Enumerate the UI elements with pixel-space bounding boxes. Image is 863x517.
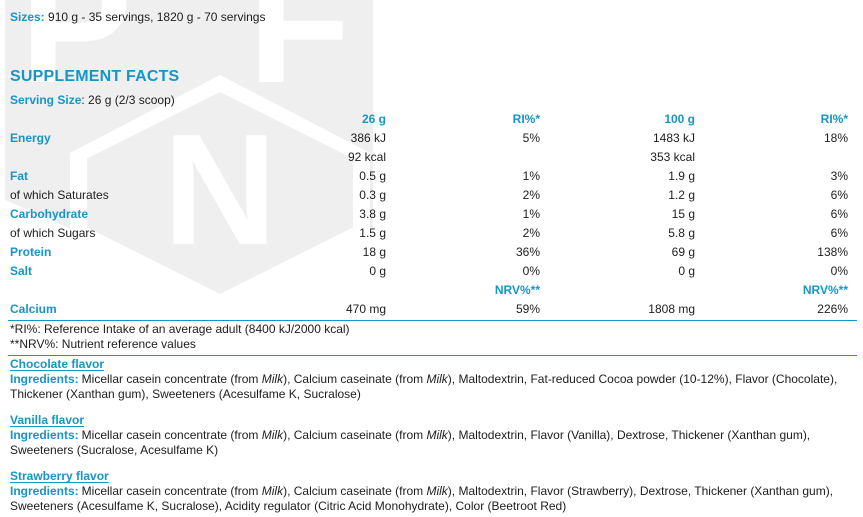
row-label: Salt: [10, 264, 33, 278]
ingredients-paragraph: Ingredients: Micellar casein concentrate …: [10, 484, 855, 514]
ingredients-label: Ingredients:: [10, 428, 79, 442]
table-row: Calcium 470 mg 59% 1808 mg 226%: [10, 300, 848, 319]
row-label: Protein: [10, 245, 52, 259]
footnotes: *RI%: Reference Intake of an average adu…: [10, 322, 350, 352]
flavor-heading: Vanilla flavor: [10, 413, 85, 427]
ingredients-label: Ingredients:: [10, 484, 79, 498]
row-label: Fat: [10, 169, 28, 183]
row-label: Carbohydrate: [10, 207, 89, 221]
table-row: Protein 18 g 36% 69 g 138%: [10, 243, 848, 262]
sizes-label: Sizes:: [10, 10, 45, 24]
flavor-section-vanilla: Vanilla flavor Ingredients: Micellar case…: [10, 413, 855, 458]
flavor-heading: Chocolate flavor: [10, 357, 105, 371]
watermark-letter-p: P: [20, 0, 133, 118]
table-row-nrv-header: NRV%** NRV%**: [10, 281, 848, 300]
ingredients-text: Micellar casein concentrate (from Milk),…: [10, 484, 834, 513]
divider-rule: [8, 320, 857, 321]
row-label: of which Saturates: [10, 188, 109, 202]
table-row: of which Saturates 0.3 g 2% 1.2 g 6%: [10, 186, 848, 205]
flavor-heading: Strawberry flavor: [10, 469, 109, 483]
table-header-row: 26 g RI%* 100 g RI%*: [10, 110, 848, 129]
ingredients-paragraph: Ingredients: Micellar casein concentrate …: [10, 372, 855, 402]
flavor-section-strawberry: Strawberry flavor Ingredients: Micellar c…: [10, 469, 855, 514]
flavor-section-chocolate: Chocolate flavor Ingredients: Micellar ca…: [10, 357, 855, 402]
col-header-ri2: RI%*: [820, 112, 848, 126]
ingredients-text: Micellar casein concentrate (from Milk),…: [10, 428, 811, 457]
col-header-100g: 100 g: [664, 112, 695, 126]
watermark-letter-n: N: [162, 102, 278, 278]
table-row: Fat 0.5 g 1% 1.9 g 3%: [10, 167, 848, 186]
row-label: [10, 148, 232, 167]
col-header-26g: 26 g: [361, 112, 386, 126]
serving-size-line: Serving Size: 26 g (2/3 scoop): [10, 93, 175, 108]
serving-size-label: Serving Size: [10, 93, 82, 107]
serving-size-value: : 26 g (2/3 scoop): [81, 93, 175, 107]
table-row: Energy 386 kJ 5% 1483 kJ 18%: [10, 129, 848, 148]
supplement-facts-title: SUPPLEMENT FACTS: [10, 68, 180, 85]
nutrition-table: 26 g RI%* 100 g RI%* Energy 386 kJ 5% 14…: [10, 110, 848, 319]
table-row: Carbohydrate 3.8 g 1% 15 g 6%: [10, 205, 848, 224]
watermark-letter-f: F: [248, 0, 351, 118]
footnote-nrv: **NRV%: Nutrient reference values: [10, 337, 196, 351]
ingredients-paragraph: Ingredients: Micellar casein concentrate …: [10, 428, 855, 458]
brand-watermark: P F N: [5, 0, 373, 309]
sizes-value: 910 g - 35 servings, 1820 g - 70 serving…: [44, 10, 266, 24]
divider-rule: [8, 355, 857, 356]
sizes-line: Sizes: 910 g - 35 servings, 1820 g - 70 …: [10, 9, 265, 25]
table-row: of which Sugars 1.5 g 2% 5.8 g 6%: [10, 224, 848, 243]
row-label: Calcium: [10, 302, 57, 316]
ingredients-label: Ingredients:: [10, 372, 79, 386]
row-label: Energy: [10, 131, 51, 145]
col-header-ri1: RI%*: [512, 112, 540, 126]
row-label: [10, 281, 232, 300]
ingredients-text: Micellar casein concentrate (from Milk),…: [10, 372, 838, 401]
table-row: 92 kcal 353 kcal: [10, 148, 848, 167]
table-row: Salt 0 g 0% 0 g 0%: [10, 262, 848, 281]
footnote-ri: *RI%: Reference Intake of an average adu…: [10, 322, 350, 336]
row-label: of which Sugars: [10, 226, 96, 240]
